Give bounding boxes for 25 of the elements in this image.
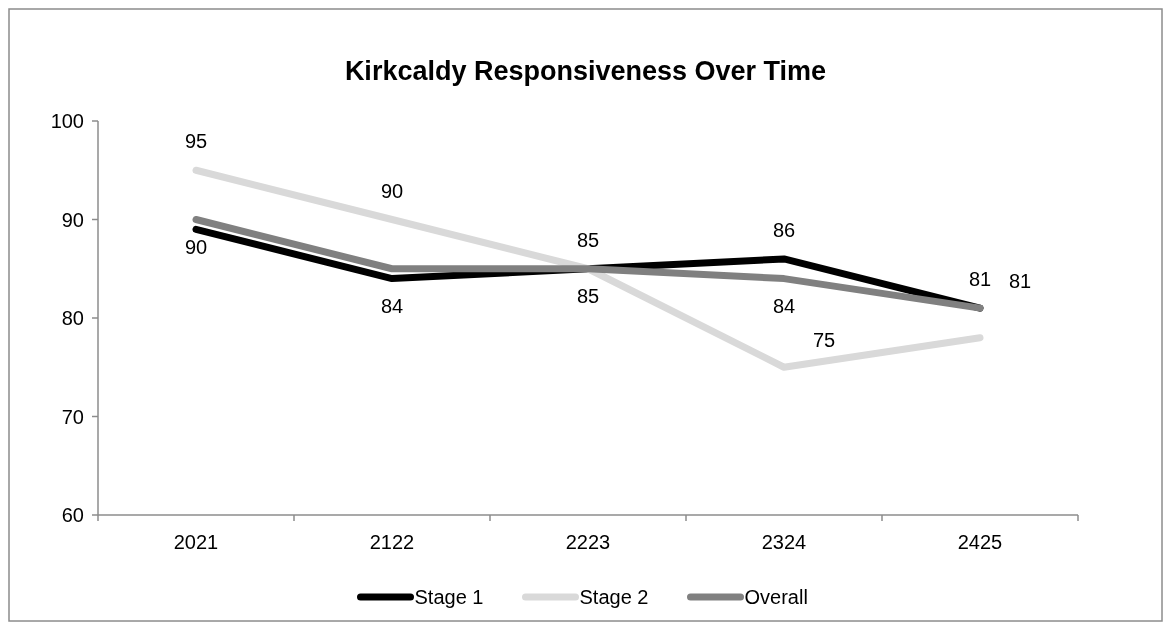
y-tick-label: 90: [61, 208, 84, 231]
x-tick-label: 2324: [761, 531, 807, 553]
data-label: 85: [576, 284, 600, 307]
data-label: 81: [1008, 270, 1032, 293]
y-tick-label: 100: [50, 110, 84, 132]
data-label: 85: [576, 228, 600, 251]
legend-label: Stage 2: [579, 586, 649, 608]
x-tick-label: 2021: [173, 531, 219, 553]
data-label: 90: [380, 179, 404, 202]
x-tick-label: 2223: [565, 531, 611, 553]
legend-label: Overall: [744, 586, 808, 608]
y-tick-label: 60: [61, 504, 84, 526]
chart-title: Kirkcaldy Responsiveness Over Time: [344, 56, 827, 86]
data-label: 84: [380, 294, 404, 317]
data-label: 84: [772, 294, 796, 317]
x-tick-label: 2122: [369, 531, 415, 553]
data-label: 86: [772, 218, 796, 241]
data-label: 81: [968, 268, 992, 291]
data-label: 75: [812, 329, 836, 352]
y-tick-label: 80: [61, 307, 84, 329]
y-tick-label: 70: [61, 405, 84, 428]
x-tick-label: 2425: [957, 531, 1003, 553]
data-label: 90: [184, 235, 208, 258]
data-label: 95: [184, 130, 208, 153]
legend-label: Stage 1: [414, 586, 484, 608]
